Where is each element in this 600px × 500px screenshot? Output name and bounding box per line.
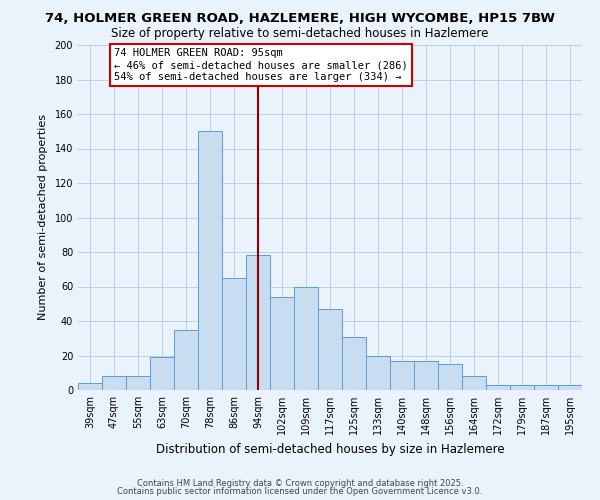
Bar (318, 309, 342, 390)
Text: 74 HOLMER GREEN ROAD: 95sqm
← 46% of semi-detached houses are smaller (286)
54% : 74 HOLMER GREEN ROAD: 95sqm ← 46% of sem… (114, 48, 408, 82)
Bar (558, 385, 582, 390)
Text: Contains HM Land Registry data © Crown copyright and database right 2025.: Contains HM Land Registry data © Crown c… (137, 478, 463, 488)
Bar (366, 356, 390, 390)
Bar (510, 385, 534, 390)
Bar (414, 360, 438, 390)
Bar (174, 330, 198, 390)
X-axis label: Distribution of semi-detached houses by size in Hazlemere: Distribution of semi-detached houses by … (155, 442, 505, 456)
Bar (222, 278, 246, 390)
Text: 74, HOLMER GREEN ROAD, HAZLEMERE, HIGH WYCOMBE, HP15 7BW: 74, HOLMER GREEN ROAD, HAZLEMERE, HIGH W… (45, 12, 555, 26)
Text: Contains public sector information licensed under the Open Government Licence v3: Contains public sector information licen… (118, 487, 482, 496)
Bar (246, 256, 270, 390)
Bar (294, 286, 318, 390)
Bar (126, 376, 150, 390)
Bar (78, 383, 102, 390)
Text: Size of property relative to semi-detached houses in Hazlemere: Size of property relative to semi-detach… (112, 28, 488, 40)
Bar (342, 336, 366, 390)
Bar (462, 376, 486, 390)
Bar (198, 131, 222, 390)
Bar (270, 297, 294, 390)
Bar (150, 357, 174, 390)
Bar (390, 360, 414, 390)
Y-axis label: Number of semi-detached properties: Number of semi-detached properties (38, 114, 47, 320)
Bar (438, 364, 462, 390)
Bar (102, 376, 126, 390)
Bar (486, 385, 510, 390)
Bar (534, 385, 558, 390)
